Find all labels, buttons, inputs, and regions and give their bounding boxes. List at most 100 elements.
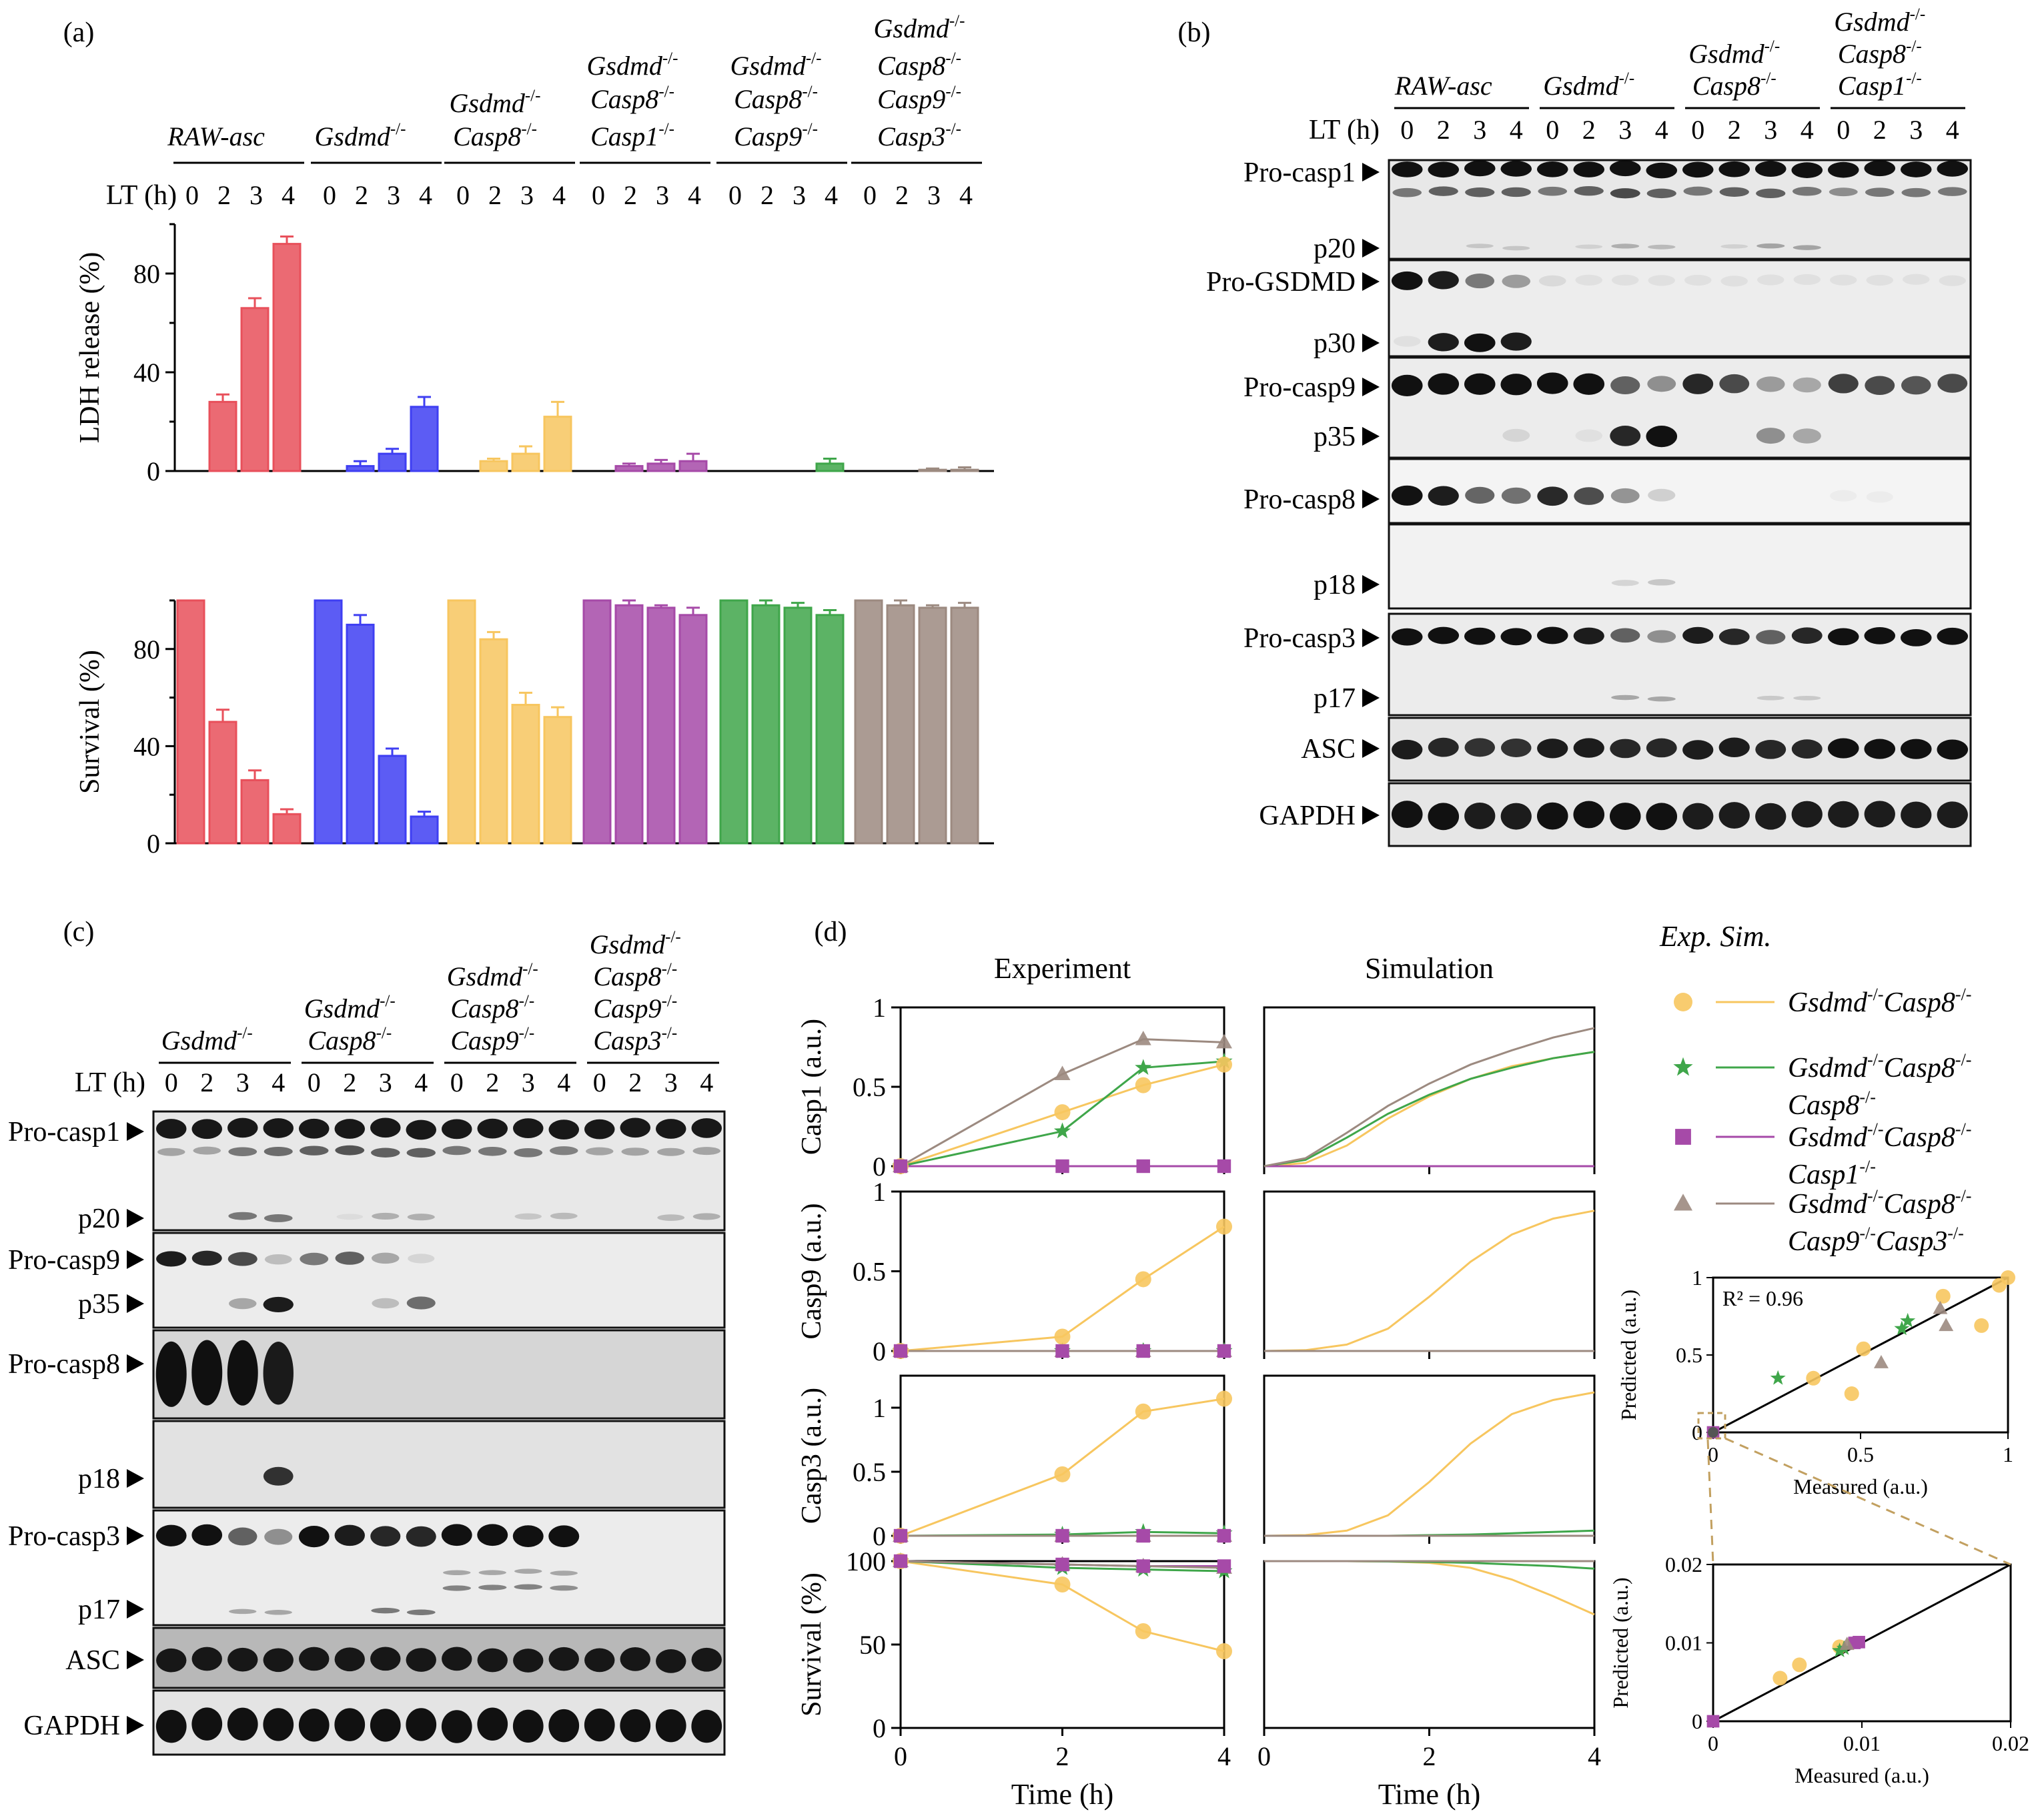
marker-star [1053, 1122, 1071, 1139]
blot-band [1718, 161, 1750, 177]
bar [378, 452, 407, 472]
bar [918, 606, 947, 845]
blot-band [1428, 161, 1460, 178]
bar [918, 468, 947, 472]
blot-label-Pro-casp9: Pro-casp9 [8, 1245, 120, 1276]
blot-band [1937, 739, 1969, 760]
marker-triangle [1873, 1355, 1889, 1368]
arrow-marker [1362, 163, 1380, 181]
x-tick-label: 2 [1056, 1741, 1069, 1771]
x-axis-label: Measured (a.u.) [1795, 1763, 1929, 1787]
blot-band [1755, 803, 1787, 830]
y-tick-label: 50 [859, 1630, 886, 1660]
blot-label-ASC: ASC [65, 1645, 120, 1676]
blot-genotype-1-0: Gsdmd-/- [304, 992, 396, 1023]
blot-band [1900, 161, 1932, 177]
blot-band [655, 1709, 686, 1743]
sim-series-line [1263, 1051, 1595, 1168]
blot-band [371, 1607, 400, 1614]
blot-band [1500, 738, 1532, 757]
blot-band [1392, 187, 1422, 197]
blot-band [191, 1707, 223, 1741]
lt-time-a-raw-2: 2 [217, 180, 231, 210]
marker-star [1900, 1312, 1916, 1328]
blot-band [1791, 801, 1823, 828]
blot-band [1609, 803, 1641, 830]
blot-lane-time: 4 [1801, 115, 1814, 145]
x-tick-label: 0.01 [1843, 1731, 1881, 1755]
blot-band [1538, 275, 1566, 287]
bar [378, 755, 407, 845]
blot-band [1900, 739, 1932, 759]
blot-band [1647, 244, 1676, 250]
bar [208, 721, 237, 845]
blot-band [1573, 161, 1605, 177]
blot-band [1791, 739, 1823, 759]
blot-band [229, 1298, 257, 1310]
lt-time-a-g81-2: 2 [624, 180, 637, 210]
marker-circle [1054, 1104, 1071, 1121]
blot-band [1391, 485, 1423, 506]
lt-time-a-g893-2: 2 [895, 180, 909, 210]
lt-time-a-g893-0: 0 [863, 180, 877, 210]
bar [208, 400, 237, 472]
bar [854, 599, 883, 845]
blot-band [1536, 372, 1568, 394]
series-line [900, 1560, 1225, 1572]
lt-time-a-g893-4: 4 [959, 180, 973, 210]
legend-text: Gsdmd-/-Casp8-/- [1788, 985, 1971, 1018]
x-tick-label: 0 [894, 1741, 907, 1771]
blot-band [1682, 803, 1714, 830]
blot-band [548, 1709, 580, 1743]
panel-label-c: (c) [63, 917, 95, 947]
blot-band [1502, 246, 1530, 251]
marker-circle [1135, 1271, 1151, 1288]
marker-square [893, 1528, 908, 1543]
blot-lane-time: 3 [236, 1067, 249, 1097]
blot-band [1684, 274, 1712, 286]
blot-band [406, 1119, 437, 1140]
bar [410, 406, 439, 472]
blot-band [1682, 740, 1714, 760]
blot-band [1865, 376, 1895, 395]
blot-band [1537, 739, 1568, 759]
blot-band [1464, 738, 1496, 757]
plot-frame [899, 1374, 1225, 1537]
blot-band [227, 1707, 258, 1741]
blot-lane-time: 2 [1873, 115, 1887, 145]
zoom-box [1697, 1412, 1726, 1440]
blot-band [335, 1251, 364, 1265]
blot-strip: p18 [1314, 523, 1972, 610]
arrow-marker [1362, 378, 1380, 396]
bar [314, 599, 343, 845]
legend-text: Gsdmd-/-Casp8-/- [1788, 1050, 1971, 1083]
marker-circle [1792, 1657, 1807, 1673]
line-chart-d_surv_exp: 0 50 100 Survival (%) 0 2 4 Time (h) [797, 1546, 1233, 1811]
blot-genotype-3-1: Casp8-/- [593, 960, 677, 991]
blot-label-p18: p18 [78, 1464, 120, 1494]
line-chart-d_casp1_exp: 0 0.5 1 Casp1 (a.u.) [797, 993, 1233, 1182]
marker-square [893, 1344, 908, 1358]
blot-band [264, 1254, 292, 1265]
blot-band [1793, 377, 1821, 393]
blot-band [334, 1647, 365, 1672]
blot-band [584, 1648, 615, 1673]
blot-label-Pro-casp9: Pro-casp9 [1243, 372, 1356, 403]
blot-band [620, 1117, 651, 1138]
blot-band [584, 1119, 615, 1140]
blot-band [1464, 333, 1496, 352]
blot-band [656, 1649, 686, 1673]
bar [614, 604, 644, 845]
blot-band [1536, 802, 1568, 830]
y-tick-label: 100 [846, 1546, 886, 1576]
blot-membrane [152, 1509, 726, 1627]
blot-band [1864, 626, 1896, 644]
x-tick-label: 4 [1217, 1741, 1231, 1771]
panel-label-d: (d) [815, 917, 847, 947]
blot-band [1720, 244, 1748, 249]
y-tick-label: 1 [873, 1393, 886, 1423]
series-line [900, 1560, 1225, 1569]
blot-band [550, 1570, 578, 1576]
blot-band [1428, 803, 1460, 831]
blot-band [1391, 374, 1423, 396]
